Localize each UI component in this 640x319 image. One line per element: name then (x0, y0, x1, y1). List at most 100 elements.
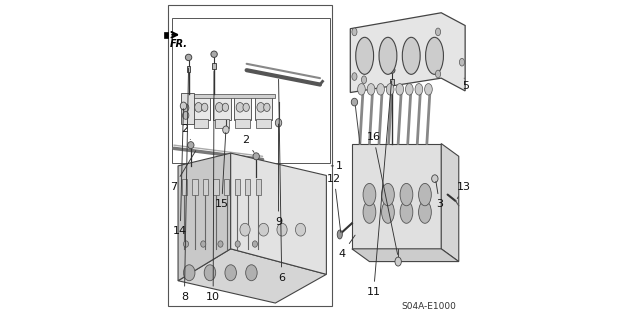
Ellipse shape (435, 28, 440, 36)
Ellipse shape (426, 37, 444, 74)
Text: 7: 7 (170, 151, 196, 192)
Ellipse shape (367, 84, 375, 95)
Ellipse shape (264, 103, 270, 112)
Bar (193, 179, 198, 195)
Bar (213, 97, 230, 120)
Ellipse shape (403, 37, 420, 74)
Text: 2: 2 (181, 124, 190, 139)
Ellipse shape (351, 98, 358, 106)
Ellipse shape (211, 51, 218, 57)
Ellipse shape (202, 103, 208, 112)
Ellipse shape (182, 112, 189, 119)
Text: 11: 11 (367, 81, 392, 297)
Text: 2: 2 (243, 135, 254, 152)
Bar (234, 179, 239, 195)
Polygon shape (178, 153, 230, 281)
Ellipse shape (259, 223, 269, 236)
Ellipse shape (381, 201, 394, 223)
Polygon shape (230, 153, 326, 274)
Ellipse shape (186, 54, 192, 61)
Bar (187, 66, 191, 72)
Text: 1: 1 (331, 161, 343, 171)
Bar (215, 119, 229, 128)
Text: 10: 10 (206, 71, 220, 302)
Ellipse shape (218, 241, 223, 247)
Ellipse shape (184, 265, 195, 281)
Bar (390, 79, 394, 85)
Polygon shape (164, 32, 168, 38)
Ellipse shape (381, 183, 394, 206)
Ellipse shape (460, 58, 465, 66)
Ellipse shape (387, 84, 394, 95)
Ellipse shape (362, 76, 367, 84)
Ellipse shape (223, 126, 229, 134)
Text: 15: 15 (215, 133, 228, 209)
Ellipse shape (363, 201, 376, 223)
Ellipse shape (188, 142, 194, 149)
Ellipse shape (216, 103, 223, 112)
Ellipse shape (400, 201, 413, 223)
Ellipse shape (236, 103, 244, 112)
Bar (194, 119, 209, 128)
Bar (224, 179, 229, 195)
Text: 6: 6 (278, 79, 285, 283)
Ellipse shape (395, 257, 401, 266)
Text: 8: 8 (181, 68, 189, 302)
Bar (212, 63, 216, 69)
Ellipse shape (253, 153, 259, 160)
Text: 12: 12 (327, 174, 341, 232)
Bar (180, 93, 194, 124)
Bar (245, 179, 250, 195)
Ellipse shape (400, 183, 413, 206)
Text: 13: 13 (457, 182, 471, 198)
Ellipse shape (352, 73, 357, 80)
Bar (255, 179, 260, 195)
Ellipse shape (195, 103, 202, 112)
Bar (193, 97, 210, 120)
Ellipse shape (296, 223, 306, 236)
Ellipse shape (275, 119, 282, 127)
Bar (256, 119, 271, 128)
Text: 14: 14 (173, 109, 188, 236)
Ellipse shape (222, 103, 228, 112)
Ellipse shape (419, 201, 431, 223)
Ellipse shape (396, 84, 404, 95)
Ellipse shape (388, 67, 395, 73)
Bar (234, 97, 252, 120)
Bar (172, 18, 330, 163)
Ellipse shape (358, 84, 365, 95)
Ellipse shape (180, 102, 187, 110)
Text: 4: 4 (339, 235, 355, 259)
Polygon shape (441, 144, 459, 262)
Ellipse shape (240, 223, 250, 236)
Text: FR.: FR. (170, 39, 188, 49)
Text: 9: 9 (275, 124, 282, 227)
Ellipse shape (356, 37, 374, 74)
Ellipse shape (184, 241, 189, 247)
Ellipse shape (363, 183, 376, 206)
Bar (255, 97, 272, 120)
Text: 5: 5 (463, 78, 470, 91)
Bar (168, 5, 332, 306)
Ellipse shape (225, 265, 236, 281)
Ellipse shape (182, 104, 189, 112)
Ellipse shape (252, 241, 257, 247)
Ellipse shape (246, 265, 257, 281)
Polygon shape (352, 144, 441, 249)
Polygon shape (352, 249, 459, 262)
Bar (182, 179, 187, 195)
Ellipse shape (235, 241, 240, 247)
Ellipse shape (201, 241, 206, 247)
Bar (203, 179, 208, 195)
Ellipse shape (415, 84, 422, 95)
Text: 16: 16 (367, 132, 397, 254)
Ellipse shape (277, 223, 287, 236)
Ellipse shape (435, 70, 440, 78)
Bar (236, 119, 250, 128)
Bar (214, 179, 218, 195)
Ellipse shape (379, 37, 397, 74)
Ellipse shape (377, 84, 385, 95)
Ellipse shape (431, 175, 438, 182)
Ellipse shape (243, 103, 250, 112)
Ellipse shape (424, 84, 432, 95)
